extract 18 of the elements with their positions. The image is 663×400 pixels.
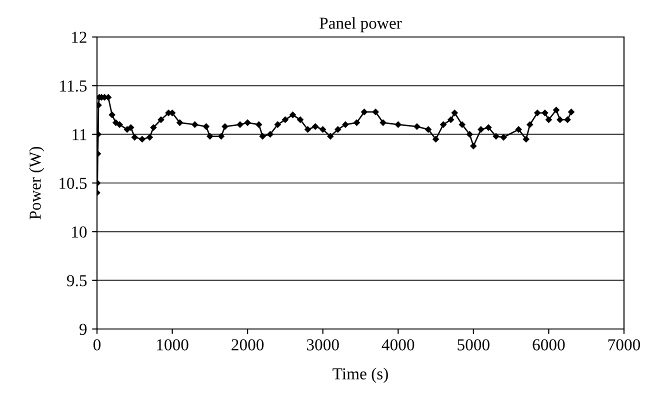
x-tick-label: 2000 [232,339,264,350]
x-tick-label: 3000 [306,339,339,350]
x-tick-label: 1000 [157,339,188,350]
chart-title: Panel power [320,17,402,32]
y-tick-label: 10 [72,226,87,238]
y-tick-label: 11.5 [60,80,87,92]
y-tick-label: 9 [79,324,87,335]
y-tick-label: 12 [72,32,86,43]
x-axis-title: Time (s) [332,368,388,383]
y-axis-title: Power (W) [29,146,44,220]
x-tick-label: 6000 [532,339,565,350]
x-tick-label: 4000 [382,339,414,350]
y-tick-label: 11 [72,129,86,140]
x-tick-label: 7000 [608,339,640,350]
y-tick-label: 9.5 [66,275,87,286]
x-tick-label: 5000 [458,339,490,350]
y-tick-label: 10.5 [60,178,87,190]
x-tick-label: 0 [93,339,101,350]
